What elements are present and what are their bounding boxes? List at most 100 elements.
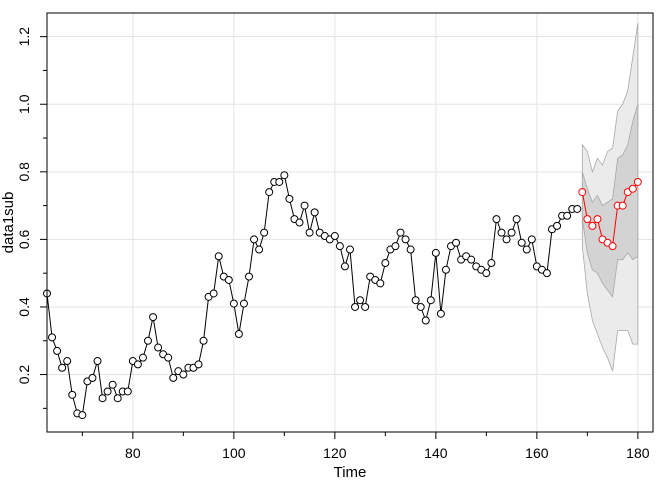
observed-data-point — [285, 194, 294, 203]
observed-data-point — [467, 255, 476, 264]
forecast-data-point — [583, 215, 592, 224]
forecast-data-point — [588, 221, 597, 230]
observed-data-point — [441, 265, 450, 274]
observed-data-point — [234, 330, 243, 339]
observed-data-point — [517, 238, 526, 247]
y-tick-label: 0.4 — [16, 297, 32, 317]
observed-data-point — [88, 373, 97, 382]
observed-data-point — [209, 289, 218, 298]
y-tick-label: 0.8 — [16, 162, 32, 182]
data-points — [43, 171, 642, 420]
observed-data-point — [507, 228, 516, 237]
observed-data-point — [98, 394, 107, 403]
observed-data-point — [265, 188, 274, 197]
observed-data-point — [573, 204, 582, 213]
forecast-data-point — [593, 215, 602, 224]
y-axis-label: data1sub — [0, 192, 17, 254]
observed-data-point — [527, 235, 536, 244]
observed-data-point — [295, 218, 304, 227]
observed-data-point — [502, 235, 511, 244]
observed-data-point — [93, 357, 102, 366]
observed-data-point — [245, 272, 253, 281]
inner-prediction-band — [581, 104, 639, 298]
observed-data-point — [103, 387, 112, 396]
forecast-data-point — [608, 242, 617, 251]
observed-data-point — [497, 228, 506, 237]
x-axis-label: Time — [334, 464, 367, 480]
series-lines — [46, 174, 639, 416]
observed-data-point — [416, 302, 425, 311]
x-tick-label: 140 — [424, 445, 448, 461]
observed-data-point — [250, 235, 259, 244]
observed-data-point — [487, 259, 496, 268]
observed-data-point — [123, 387, 132, 396]
x-tick-label: 180 — [626, 445, 650, 461]
observed-data-point — [224, 275, 233, 284]
axes: 80 100 120 140 160 180 0.2 0.4 0.6 0.8 1.0 1.2 — [16, 27, 650, 461]
observed-data-point — [113, 394, 122, 403]
observed-data-point — [53, 346, 62, 355]
observed-data-point — [280, 171, 289, 180]
observed-data-point — [346, 245, 354, 254]
observed-data-point — [563, 211, 572, 220]
observed-data-point — [542, 269, 551, 278]
observed-data-point — [421, 316, 430, 325]
x-tick-label: 80 — [125, 445, 141, 461]
observed-data-point — [406, 245, 415, 254]
observed-data-point — [330, 232, 339, 241]
observed-data-point — [138, 353, 147, 362]
observed-data-point — [179, 370, 188, 379]
observed-data-point — [482, 269, 491, 278]
forecast-data-point — [628, 184, 637, 193]
observed-data-point — [199, 336, 208, 345]
observed-data-point — [340, 262, 349, 271]
observed-data-point — [553, 221, 562, 230]
observed-data-point — [68, 390, 77, 399]
observed-data-point — [164, 353, 173, 362]
observed-data-point — [431, 248, 440, 257]
observed-data-point — [154, 343, 163, 352]
grid-lines — [47, 13, 653, 432]
observed-data-point — [351, 302, 360, 311]
observed-data-point — [300, 201, 309, 210]
forecast-bands — [581, 23, 639, 372]
observed-data-point — [381, 259, 390, 268]
plot-frame — [46, 12, 654, 433]
y-tick-label: 1.2 — [16, 27, 32, 47]
observed-data-point — [133, 360, 142, 369]
x-tick-label: 100 — [222, 445, 246, 461]
observed-data-point — [356, 296, 365, 305]
observed-data-point — [335, 242, 344, 251]
x-tick-label: 160 — [525, 445, 549, 461]
observed-data-point — [169, 373, 178, 382]
observed-data-point — [361, 302, 370, 311]
observed-data-point — [305, 228, 314, 237]
observed-data-point — [376, 279, 385, 288]
observed-data-point — [391, 242, 400, 251]
observed-data-point — [229, 299, 238, 308]
observed-data-point — [512, 215, 521, 224]
forecast-data-point — [618, 201, 627, 210]
observed-data-point — [436, 309, 445, 318]
observed-data-point — [522, 245, 531, 254]
observed-data-point — [239, 299, 248, 308]
observed-data-point — [426, 296, 435, 305]
observed-data-point — [194, 360, 203, 369]
observed-data-point — [63, 357, 72, 366]
observed-data-point — [396, 228, 405, 237]
observed-data-point — [310, 208, 319, 217]
x-tick-label: 120 — [323, 445, 347, 461]
outer-prediction-band — [581, 23, 639, 372]
observed-data-point — [260, 228, 269, 237]
y-tick-label: 0.6 — [16, 229, 32, 249]
forecast-data-point — [578, 188, 587, 197]
observed-data-point — [144, 336, 152, 345]
observed-data-point — [48, 333, 57, 342]
observed-data-point — [214, 252, 223, 261]
observed-data-point — [275, 177, 284, 186]
observed-data-point — [78, 411, 87, 420]
observed-data-point — [411, 296, 420, 305]
observed-data-point — [255, 245, 264, 254]
y-tick-label: 1.0 — [16, 94, 32, 114]
forecast-data-point — [633, 177, 642, 186]
